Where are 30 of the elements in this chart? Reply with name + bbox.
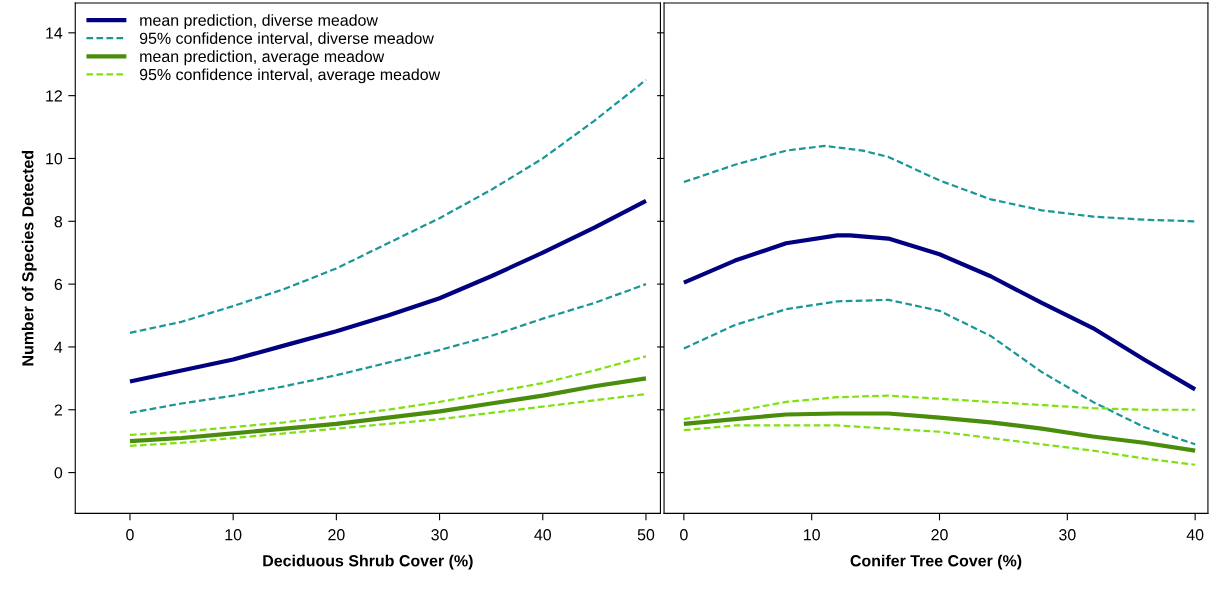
y-tick-label: 0 [54,467,63,479]
x-tick-label: 40 [534,529,552,541]
line-series [128,283,648,415]
y-tick-label: 14 [46,27,63,39]
x-tick-label: 20 [328,529,345,541]
x-tick-label: 0 [680,529,688,541]
y-tick-label: 8 [54,215,63,228]
y-tick-label: 6 [54,278,63,291]
x-tick-label: 40 [1186,529,1204,541]
line-series [127,376,649,444]
x-tick-label: 0 [126,529,134,541]
legend-label: mean prediction, diverse meadow [140,14,379,30]
legend-label: 95% confidence interval, diverse meadow [139,32,434,46]
y-tick-label: 2 [54,404,62,416]
y-tick-label: 10 [46,153,63,165]
y-tick-label: 4 [54,341,63,353]
x-tick-label: 10 [225,529,242,541]
legend-label: 95% confidence interval, average meadow [139,68,441,84]
legend-label: mean prediction, average meadow [140,50,385,66]
line-series [127,198,649,384]
x-axis-title: Conifer Tree Cover (%) [850,554,1022,570]
y-axis-title: Number of Species Detected [21,150,37,366]
line-series [128,355,648,436]
x-tick-label: 50 [637,529,655,541]
x-axis-title: Deciduous Shrub Cover (%) [263,554,473,570]
x-tick-label: 30 [431,529,448,541]
x-tick-label: 20 [931,529,948,541]
y-tick-label: 12 [46,90,62,102]
x-tick-label: 30 [1059,529,1076,541]
x-tick-label: 10 [804,529,820,541]
